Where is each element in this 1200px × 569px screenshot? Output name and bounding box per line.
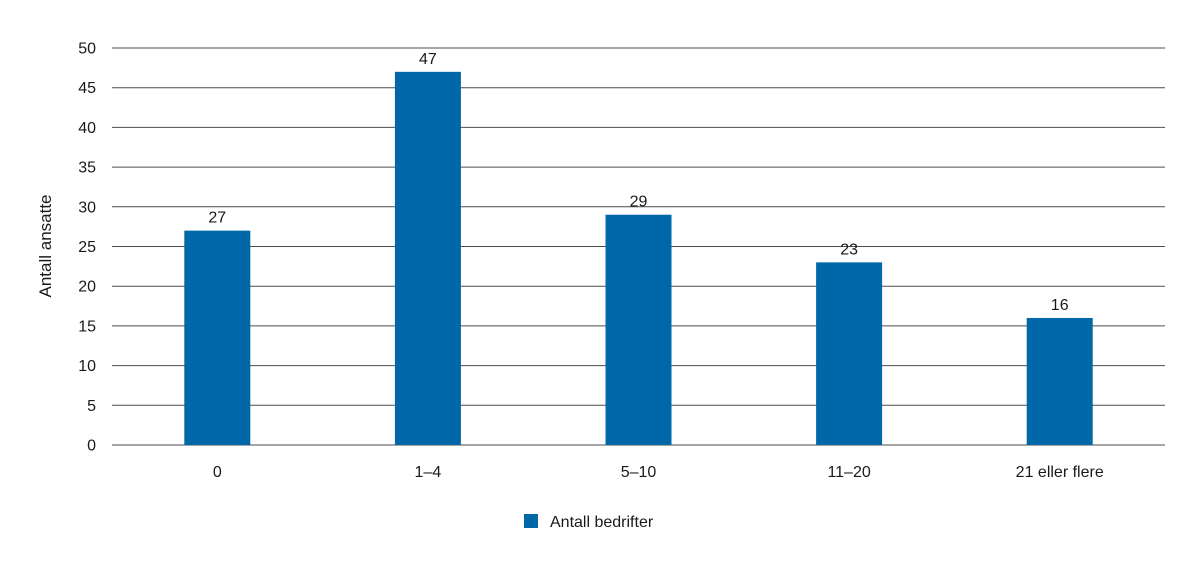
bar <box>1026 317 1093 445</box>
data-label: 27 <box>208 210 226 227</box>
y-tick-label: 40 <box>78 120 96 137</box>
legend: Antall bedrifter <box>524 514 654 531</box>
y-axis-ticks: 0 5 10 15 20 25 30 35 40 45 50 <box>78 41 96 455</box>
y-tick-label: 0 <box>87 438 96 455</box>
bar <box>605 214 672 445</box>
x-tick-label: 11–20 <box>827 464 870 481</box>
y-tick-label: 35 <box>78 160 96 177</box>
x-tick-label: 5–10 <box>621 464 657 481</box>
data-label: 16 <box>1051 297 1069 314</box>
legend-label: Antall bedrifter <box>550 514 654 531</box>
y-axis-title: Antall ansatte <box>36 194 55 297</box>
y-tick-label: 20 <box>78 279 96 296</box>
x-tick-label: 0 <box>213 464 222 481</box>
data-label: 23 <box>840 241 858 258</box>
y-tick-label: 5 <box>87 398 96 415</box>
y-tick-label: 45 <box>78 80 96 97</box>
bar <box>184 230 251 445</box>
data-labels: 27 47 29 23 16 <box>208 51 1068 314</box>
data-label: 47 <box>419 51 437 68</box>
y-tick-label: 10 <box>78 358 96 375</box>
y-tick-label: 30 <box>78 199 96 216</box>
y-tick-label: 15 <box>78 318 96 335</box>
legend-swatch <box>524 514 538 528</box>
x-axis-ticks: 0 1–4 5–10 11–20 21 eller flere <box>213 464 1104 481</box>
data-label: 29 <box>630 194 648 211</box>
y-tick-label: 25 <box>78 239 96 256</box>
bars <box>184 71 1093 445</box>
bar <box>394 71 461 445</box>
x-tick-label: 1–4 <box>415 464 442 481</box>
bar <box>816 262 883 445</box>
x-tick-label: 21 eller flere <box>1016 464 1104 481</box>
y-tick-label: 50 <box>78 41 96 58</box>
